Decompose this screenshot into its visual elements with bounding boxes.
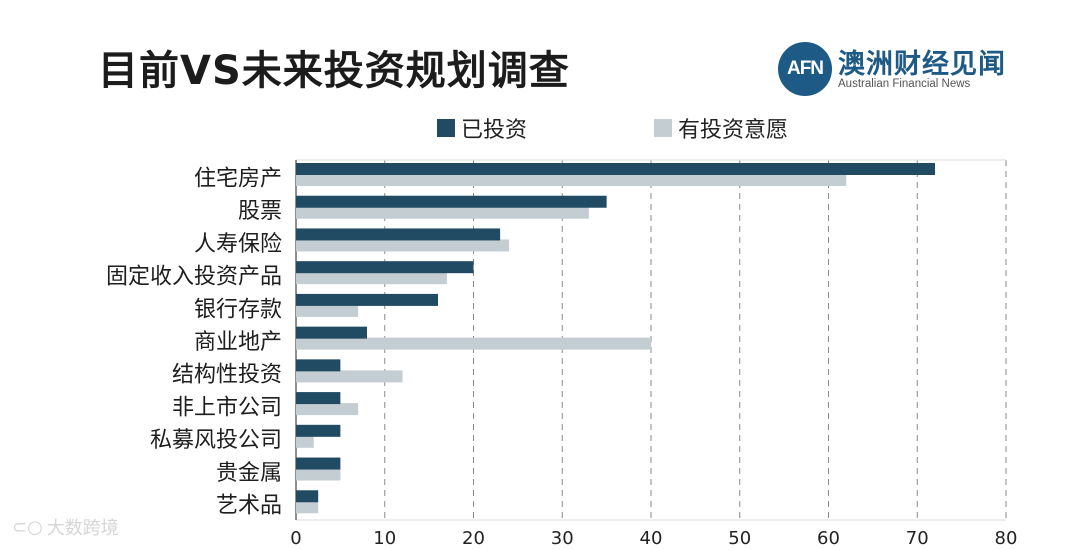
category-label: 人寿保险 — [194, 232, 282, 257]
category-label: 贵金属 — [216, 461, 282, 486]
bar-intent — [296, 206, 589, 219]
legend-label-intent: 有投资意愿 — [678, 118, 789, 143]
bar-invested — [296, 261, 474, 274]
bar-invested — [296, 424, 341, 437]
bar-intent — [296, 239, 509, 252]
category-label: 住宅房产 — [194, 166, 282, 191]
x-tick-label: 40 — [640, 528, 663, 549]
legend-item-invested: 已投资 — [437, 112, 527, 144]
legend-label-invested: 已投资 — [461, 118, 528, 143]
afn-logo-icon: AFN — [778, 42, 832, 96]
bar-intent — [296, 370, 403, 383]
legend-swatch-intent — [654, 119, 672, 137]
bar-intent — [296, 435, 314, 448]
category-label: 结构性投资 — [172, 363, 282, 388]
afn-logo: AFN 澳洲财经见闻 Australian Financial News — [778, 42, 1018, 98]
legend-item-intent: 有投资意愿 — [654, 112, 788, 144]
category-label: 固定收入投资产品 — [106, 265, 282, 290]
bar-invested — [296, 326, 367, 339]
x-tick-label: 10 — [373, 528, 396, 549]
category-label: 银行存款 — [194, 297, 282, 322]
bar-intent — [296, 174, 847, 186]
watermark: ⊂○ 大数跨境 — [12, 514, 119, 540]
bar-invested — [296, 392, 341, 405]
bar-invested — [296, 490, 319, 503]
category-label: 私募风投公司 — [150, 428, 282, 453]
bar-intent — [296, 501, 319, 514]
bar-intent — [296, 272, 447, 285]
x-tick-label: 30 — [551, 528, 574, 549]
x-tick-label: 50 — [728, 528, 751, 549]
watermark-logo-icon: ⊂○ — [12, 516, 43, 538]
x-tick-label: 0 — [290, 528, 301, 549]
x-tick-label: 80 — [995, 528, 1018, 549]
bar-intent — [296, 403, 359, 416]
bar-intent — [296, 468, 341, 481]
category-label: 非上市公司 — [172, 395, 282, 420]
bar-invested — [296, 163, 935, 175]
x-tick-label: 20 — [462, 528, 485, 549]
category-label: 股票 — [238, 199, 282, 224]
logo-name-cn: 澳洲财经见闻 — [838, 49, 1006, 80]
category-label: 艺术品 — [216, 494, 282, 519]
logo-name-en: Australian Financial News — [838, 78, 971, 90]
x-tick-label: 70 — [906, 528, 929, 549]
legend-swatch-invested — [437, 119, 455, 137]
bar-invested — [296, 228, 501, 241]
bar-invested — [296, 195, 607, 208]
chart-title: 目前VS未来投资规划调查 — [98, 48, 570, 94]
watermark-text: 大数跨境 — [46, 518, 119, 539]
x-tick-label: 60 — [817, 528, 840, 549]
bar-invested — [296, 359, 341, 372]
bar-intent — [296, 304, 359, 317]
chart-legend: 已投资 有投资意愿 — [0, 112, 1080, 144]
category-label: 商业地产 — [194, 330, 282, 355]
bar-invested — [296, 293, 438, 306]
bar-intent — [296, 337, 651, 350]
bar-invested — [296, 457, 341, 470]
